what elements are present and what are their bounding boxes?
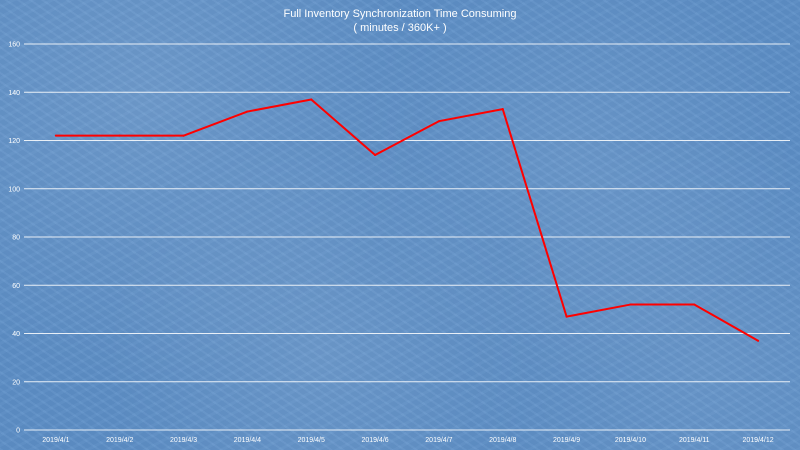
data-point: [501, 108, 504, 111]
x-tick-label: 2019/4/11: [679, 437, 710, 444]
data-point: [182, 134, 185, 137]
y-tick-label: 40: [12, 331, 20, 338]
chart-subtitle: ( minutes / 360K+ ): [353, 22, 447, 34]
data-point: [693, 303, 696, 306]
y-tick-label: 60: [12, 283, 20, 290]
data-point: [246, 110, 249, 113]
data-point: [118, 134, 121, 137]
data-point: [54, 134, 57, 137]
data-point: [437, 120, 440, 123]
series-line-segment: [310, 98, 377, 156]
x-tick-label: 2019/4/7: [425, 437, 452, 444]
y-tick-label: 100: [8, 186, 20, 193]
data-point: [374, 153, 377, 156]
x-tick-label: 2019/4/9: [553, 437, 580, 444]
x-tick-label: 2019/4/3: [170, 437, 197, 444]
series-line-segment: [693, 303, 760, 342]
x-tick-label: 2019/4/6: [361, 437, 388, 444]
y-tick-label: 140: [8, 90, 20, 97]
y-tick-label: 120: [8, 138, 20, 145]
chart-title: Full Inventory Synchronization Time Cons…: [283, 8, 517, 20]
series-line-segment: [437, 108, 504, 123]
x-tick-label: 2019/4/1: [42, 437, 69, 444]
data-point: [629, 303, 632, 306]
x-tick-label: 2019/4/2: [106, 437, 133, 444]
data-point: [757, 339, 760, 342]
x-tick-label: 2019/4/12: [743, 437, 774, 444]
x-tick-label: 2019/4/4: [234, 437, 261, 444]
data-point: [565, 315, 568, 318]
y-tick-label: 0: [16, 428, 20, 435]
y-tick-label: 20: [12, 379, 20, 386]
series-line-segment: [565, 303, 632, 318]
series-line-segment: [501, 108, 568, 318]
data-point: [310, 98, 313, 101]
series-line-segment: [374, 120, 440, 156]
y-tick-label: 160: [8, 42, 20, 49]
series-line-segment: [246, 98, 313, 113]
x-tick-label: 2019/4/10: [615, 437, 646, 444]
series-line-segment: [182, 110, 249, 137]
x-tick-label: 2019/4/5: [298, 437, 325, 444]
y-tick-label: 80: [12, 235, 20, 242]
x-tick-label: 2019/4/8: [489, 437, 516, 444]
